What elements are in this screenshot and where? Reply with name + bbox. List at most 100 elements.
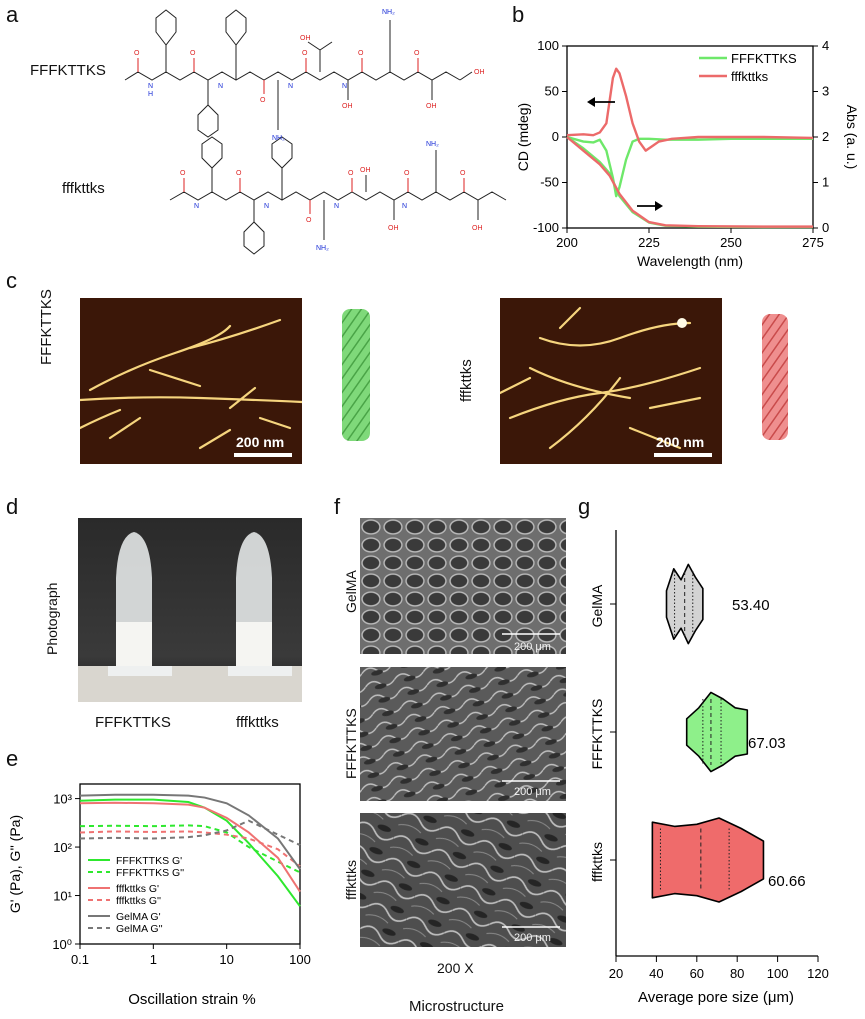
svg-text:O: O bbox=[460, 170, 466, 177]
svg-text:OH: OH bbox=[300, 35, 311, 42]
rheo-legend-label-1: FFFKTTKS G'' bbox=[116, 867, 184, 879]
rheo-ytick-label: 10³ bbox=[53, 792, 72, 807]
violin-mean-0: 53.40 bbox=[732, 597, 770, 614]
cd-series-1 bbox=[566, 67, 814, 152]
svg-text:O: O bbox=[348, 170, 354, 177]
cd-y2tick-label: 2 bbox=[822, 129, 829, 144]
svg-text:O: O bbox=[180, 170, 186, 177]
svg-text:O: O bbox=[236, 170, 242, 177]
violin-cat-0: GelMA bbox=[589, 584, 605, 627]
rheo-ytick-label: 10² bbox=[53, 840, 72, 855]
svg-text:OH: OH bbox=[360, 167, 371, 174]
phe-ring-6 bbox=[271, 136, 293, 169]
svg-text:O: O bbox=[404, 170, 410, 177]
sem-image-fffkttks bbox=[360, 667, 566, 801]
cd-ytick-label: 0 bbox=[552, 129, 559, 144]
svg-text:O: O bbox=[190, 50, 196, 57]
svg-text:OH: OH bbox=[388, 225, 399, 232]
sem-image-gelma bbox=[360, 518, 566, 654]
violin-xlabel: Average pore size (μm) bbox=[638, 989, 794, 1006]
rheology-chart: 0.1 1 10 100 10³ 10² 10¹ 10⁰ Oscillation strain… bbox=[7, 783, 311, 1008]
backbone-lower bbox=[169, 191, 507, 201]
cd-xtick-label: 250 bbox=[720, 235, 742, 250]
panel-label-e: e bbox=[6, 746, 19, 771]
sem-scale-2: 200 μm bbox=[514, 932, 551, 944]
rheo-xtick-label: 1 bbox=[150, 952, 157, 967]
sem-scale-0: 200 μm bbox=[514, 641, 551, 653]
violin-0 bbox=[665, 563, 704, 645]
sem-magnification: 200 X bbox=[437, 960, 474, 976]
rheo-series-2 bbox=[79, 801, 301, 893]
cd-y2tick-label: 3 bbox=[822, 84, 829, 99]
svg-text:N: N bbox=[194, 203, 199, 210]
svg-text:OH: OH bbox=[472, 225, 483, 232]
rheo-legend-label-4: GelMA G' bbox=[116, 911, 161, 923]
sem-scale-1: 200 μm bbox=[514, 786, 551, 798]
fibril-model-green bbox=[342, 309, 370, 441]
rheo-xlabel: Oscillation strain % bbox=[128, 991, 256, 1008]
rheo-legend-label-2: fffkttks G' bbox=[116, 883, 159, 895]
rheo-series-0 bbox=[79, 798, 301, 907]
svg-text:OH: OH bbox=[474, 69, 485, 76]
panel-label-c: c bbox=[6, 268, 17, 293]
rheo-plot-frame bbox=[79, 783, 301, 945]
phe-ring-3 bbox=[225, 9, 247, 46]
cd-xtick-label: 275 bbox=[802, 235, 824, 250]
svg-text:N: N bbox=[264, 203, 269, 210]
structure-label-fffkttks-upper: FFFKTTKS bbox=[30, 62, 106, 79]
sem-row-label-2: fffkttks bbox=[343, 860, 359, 900]
svg-text:O: O bbox=[260, 97, 266, 104]
cd-ytick-label: -50 bbox=[540, 175, 559, 190]
svg-text:NH₂: NH₂ bbox=[382, 9, 395, 16]
svg-text:O: O bbox=[358, 50, 364, 57]
rheo-xtick-label: 10 bbox=[219, 952, 233, 967]
svg-text:N: N bbox=[402, 203, 407, 210]
cd-ytick-label: -100 bbox=[533, 220, 559, 235]
cd-series-3 bbox=[566, 136, 813, 228]
svg-text:O: O bbox=[414, 50, 420, 57]
cd-ytick-label: 50 bbox=[545, 84, 559, 99]
panel-label-a: a bbox=[6, 2, 19, 27]
panel-label-b: b bbox=[512, 2, 525, 27]
afm-scale-left: 200 nm bbox=[236, 434, 285, 450]
arrow-right-icon bbox=[637, 201, 663, 211]
cd-xlabel: Wavelength (nm) bbox=[637, 253, 743, 269]
violin-xtick-label: 80 bbox=[730, 966, 744, 981]
svg-text:NH₂: NH₂ bbox=[316, 245, 329, 252]
phe-ring-2 bbox=[197, 104, 219, 138]
structure-label-fffkttks-lower: fffkttks bbox=[62, 180, 105, 197]
rheo-series-3 bbox=[79, 830, 301, 868]
violin-xtick-label: 60 bbox=[690, 966, 704, 981]
rheo-legend-label-5: GelMA G'' bbox=[116, 923, 163, 935]
backbone-upper bbox=[124, 71, 461, 81]
cd-ylabel: CD (mdeg) bbox=[515, 103, 531, 171]
cd-series-2 bbox=[566, 136, 813, 229]
peptide-structures: N H N N N NH₂ NH₂ N N N N NH₂ NH₂ O O O … bbox=[124, 9, 507, 255]
svg-text:O: O bbox=[302, 50, 308, 57]
cd-xtick-label: 225 bbox=[638, 235, 660, 250]
violin-xtick-label: 100 bbox=[767, 966, 789, 981]
sem-image-fffkttks-d bbox=[360, 813, 566, 947]
phe-ring-1 bbox=[155, 9, 177, 46]
svg-text:N: N bbox=[218, 83, 223, 90]
rheo-ylabel: G' (Pa), G'' (Pa) bbox=[7, 815, 23, 913]
panel-label-d: d bbox=[6, 494, 19, 519]
cd-y2tick-label: 0 bbox=[822, 220, 829, 235]
vial-2 bbox=[228, 532, 292, 676]
vials-photo bbox=[78, 518, 302, 702]
cd-y2label: Abs (a. u.) bbox=[844, 105, 860, 170]
sem-row-label-1: FFFKTTKS bbox=[343, 708, 359, 779]
violin-mean-2: 60.66 bbox=[768, 873, 806, 890]
svg-text:N: N bbox=[334, 203, 339, 210]
svg-text:NH₂: NH₂ bbox=[426, 141, 439, 148]
panel-label-f: f bbox=[334, 494, 341, 519]
vial-label-1: FFFKTTKS bbox=[95, 714, 171, 731]
violin-xtick-label: 120 bbox=[807, 966, 829, 981]
violin-1 bbox=[685, 691, 749, 773]
afm-image-fffkttks-d bbox=[500, 298, 722, 464]
cd-y2tick-label: 1 bbox=[822, 175, 829, 190]
cd-legend-1: fffkttks bbox=[731, 69, 769, 84]
afm-left-label: FFFKTTKS bbox=[38, 289, 55, 365]
rheo-series-5 bbox=[79, 819, 301, 846]
cd-ytick-label: 100 bbox=[537, 38, 559, 53]
